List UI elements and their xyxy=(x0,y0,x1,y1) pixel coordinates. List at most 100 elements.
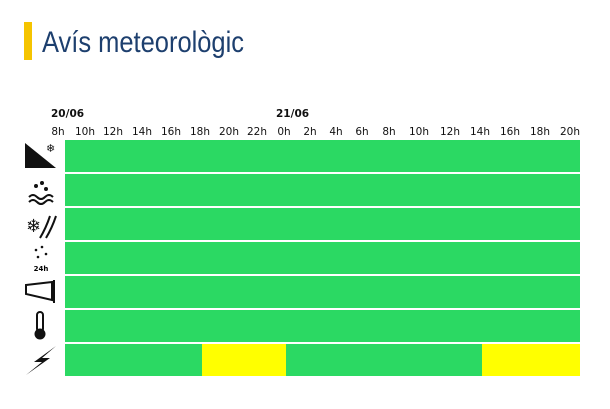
warning-slot xyxy=(259,242,286,274)
hour-label: 8h xyxy=(51,126,64,138)
warning-slot xyxy=(512,208,542,240)
warning-slot xyxy=(452,310,482,342)
hour-label: 10h xyxy=(409,126,429,138)
warning-slot xyxy=(482,140,512,172)
warning-slot xyxy=(286,344,312,376)
hour-label: 4h xyxy=(329,126,342,138)
svg-text:❄: ❄ xyxy=(26,216,41,237)
warning-slot xyxy=(338,174,364,206)
warning-slot xyxy=(312,174,338,206)
hour-label: 10h xyxy=(75,126,95,138)
warning-slot xyxy=(231,344,259,376)
warning-slot xyxy=(572,310,580,342)
warning-slot xyxy=(512,276,542,308)
warning-slot xyxy=(482,276,512,308)
hour-label: 14h xyxy=(132,126,152,138)
warning-slot xyxy=(173,242,202,274)
hour-label: 18h xyxy=(190,126,210,138)
warning-slot xyxy=(391,140,421,172)
warning-slot xyxy=(144,174,173,206)
warning-slot xyxy=(512,140,542,172)
hour-label: 12h xyxy=(103,126,123,138)
warning-slot xyxy=(144,276,173,308)
warning-slot xyxy=(65,242,87,274)
warning-slot xyxy=(572,174,580,206)
warning-slot xyxy=(452,242,482,274)
warning-slot xyxy=(542,310,572,342)
warning-slot xyxy=(173,276,202,308)
warning-slot xyxy=(312,208,338,240)
warning-slot xyxy=(421,208,452,240)
warning-slot xyxy=(482,242,512,274)
warning-slot xyxy=(173,174,202,206)
warning-slot xyxy=(173,140,202,172)
warning-slot xyxy=(231,140,259,172)
hour-label: 6h xyxy=(355,126,368,138)
warning-slot xyxy=(286,242,312,274)
warning-slot xyxy=(202,276,231,308)
warning-slot xyxy=(259,208,286,240)
warning-slot xyxy=(144,140,173,172)
warning-slot xyxy=(542,140,572,172)
warning-slot xyxy=(364,310,391,342)
warning-slot xyxy=(338,242,364,274)
hour-label: 20h xyxy=(219,126,239,138)
hour-label: 8h xyxy=(382,126,395,138)
hour-label: 2h xyxy=(303,126,316,138)
warning-slot xyxy=(364,208,391,240)
warning-slot xyxy=(286,174,312,206)
warning-slot xyxy=(286,310,312,342)
warning-slot xyxy=(391,208,421,240)
lightning-icon xyxy=(26,346,56,375)
warning-slot xyxy=(115,242,144,274)
warning-slot xyxy=(482,310,512,342)
warning-slot xyxy=(512,174,542,206)
warning-slot xyxy=(87,276,115,308)
warning-slot xyxy=(65,310,87,342)
warning-slot xyxy=(421,310,452,342)
warning-slot xyxy=(572,344,580,376)
hour-label: 16h xyxy=(500,126,520,138)
temperature-icon xyxy=(34,311,46,340)
warning-slot xyxy=(87,242,115,274)
warning-slot xyxy=(202,140,231,172)
rain-24h-icon xyxy=(34,245,48,259)
wind-icon xyxy=(25,280,55,303)
warning-slot xyxy=(115,174,144,206)
warning-slot xyxy=(338,276,364,308)
icon-label: 24h xyxy=(34,265,49,273)
warning-slot xyxy=(452,140,482,172)
warning-slot xyxy=(259,174,286,206)
warning-slot xyxy=(173,208,202,240)
warning-slot xyxy=(231,242,259,274)
warning-slot xyxy=(452,208,482,240)
warning-slot xyxy=(391,276,421,308)
warning-slot xyxy=(259,310,286,342)
warning-slot xyxy=(87,174,115,206)
warning-slot xyxy=(173,344,202,376)
warning-slot xyxy=(512,344,542,376)
warning-slot xyxy=(65,174,87,206)
hour-label: 20h xyxy=(560,126,580,138)
date-label: 20/06 xyxy=(51,108,84,120)
avalanche-icon: ❄ xyxy=(25,142,56,168)
warning-slot xyxy=(312,140,338,172)
warning-slot xyxy=(286,276,312,308)
warning-slot xyxy=(338,208,364,240)
warning-slot xyxy=(312,276,338,308)
rain-icon xyxy=(28,181,54,205)
warning-slot xyxy=(65,208,87,240)
warning-slot xyxy=(115,140,144,172)
warning-slot xyxy=(115,208,144,240)
warning-slot xyxy=(144,310,173,342)
warning-slot xyxy=(391,174,421,206)
warning-slot xyxy=(87,208,115,240)
warning-slot xyxy=(202,208,231,240)
warning-slot xyxy=(231,174,259,206)
warning-slot xyxy=(482,208,512,240)
warning-slot xyxy=(391,310,421,342)
warning-slot xyxy=(452,344,482,376)
warning-slot xyxy=(312,242,338,274)
warning-slot xyxy=(482,344,512,376)
warning-slot xyxy=(65,344,87,376)
